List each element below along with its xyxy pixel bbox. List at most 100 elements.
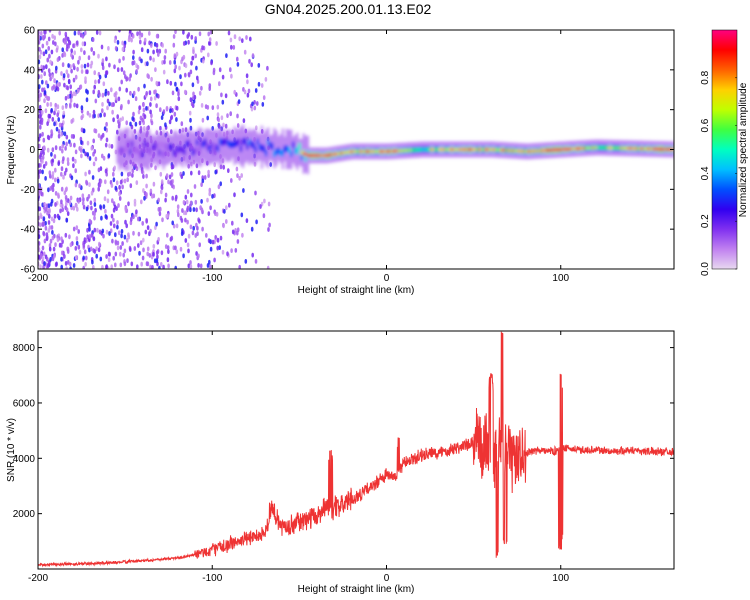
noise-speckle [46, 102, 49, 107]
noise-speckle [92, 50, 96, 56]
noise-speckle [116, 220, 119, 225]
noise-speckle [269, 162, 273, 167]
noise-speckle [80, 64, 84, 69]
ridge-core [373, 149, 376, 154]
noise-speckle [46, 134, 50, 140]
ridge-core [488, 147, 491, 152]
ridge-band [298, 143, 301, 150]
noise-speckle [113, 38, 117, 44]
noise-speckle [107, 90, 110, 96]
noise-speckle [216, 245, 219, 251]
noise-speckle [93, 113, 96, 119]
ridge-core [421, 147, 425, 152]
ridge-core [517, 149, 521, 153]
noise-speckle [101, 102, 104, 107]
noise-speckle [100, 215, 103, 221]
noise-speckle [42, 216, 46, 222]
noise-speckle [177, 96, 181, 102]
ridge-band [241, 138, 245, 145]
noise-speckle [173, 53, 177, 59]
ridge-band [250, 141, 253, 148]
noise-speckle [196, 75, 199, 81]
noise-speckle [120, 233, 123, 239]
noise-speckle [192, 207, 196, 212]
ridge-band [168, 143, 172, 150]
ridge-core [593, 146, 596, 150]
noise-speckle [138, 250, 141, 256]
noise-speckle [158, 48, 162, 54]
noise-speckle [108, 231, 111, 236]
noise-speckle [41, 169, 44, 175]
noise-speckle [84, 76, 87, 81]
noise-speckle [136, 64, 140, 70]
noise-speckle [264, 77, 268, 82]
noise-speckle [88, 234, 92, 239]
noise-speckle [190, 34, 194, 40]
noise-speckle [110, 264, 113, 269]
noise-speckle [149, 109, 152, 115]
noise-speckle [51, 171, 55, 176]
noise-speckle [132, 55, 135, 60]
noise-speckle [93, 211, 96, 217]
noise-speckle [60, 122, 64, 128]
noise-speckle [94, 156, 98, 162]
noise-speckle [189, 260, 192, 265]
noise-speckle [155, 250, 159, 256]
ridge-core [580, 146, 583, 150]
noise-speckle [251, 252, 254, 258]
noise-speckle [254, 259, 258, 264]
ridge-core [660, 147, 663, 151]
noise-speckle [125, 87, 128, 93]
noise-speckle [89, 200, 93, 206]
noise-speckle [231, 229, 235, 235]
noise-speckle [43, 261, 46, 266]
noise-speckle [120, 229, 124, 234]
noise-speckle [137, 86, 140, 92]
ridge-core [413, 148, 416, 152]
ridge-core [624, 146, 627, 150]
ridge-core [503, 148, 506, 152]
x-tick-label: 0 [384, 273, 390, 284]
ridge-band [129, 148, 132, 156]
x-tick-label: 100 [552, 273, 569, 284]
noise-speckle [38, 114, 41, 119]
ridge-core [379, 149, 383, 154]
ridge-core [666, 147, 669, 151]
ridge-band [271, 143, 274, 150]
noise-speckle [133, 198, 137, 204]
noise-speckle [112, 117, 115, 123]
noise-speckle [223, 209, 226, 214]
noise-speckle [114, 232, 117, 238]
noise-speckle [56, 237, 60, 243]
noise-speckle [131, 116, 134, 121]
ridge-core [377, 149, 381, 154]
ridge-band [189, 143, 192, 150]
noise-speckle [132, 60, 136, 65]
noise-speckle [118, 196, 122, 201]
noise-speckle [230, 178, 233, 183]
noise-speckle [43, 30, 46, 35]
noise-speckle [124, 206, 127, 212]
noise-speckle [244, 259, 248, 264]
noise-speckle [54, 145, 58, 151]
noise-speckle [173, 111, 177, 117]
noise-speckle [260, 83, 264, 88]
noise-speckle [149, 96, 153, 102]
ridge-core [467, 147, 471, 152]
noise-speckle [175, 249, 179, 255]
ridge-core [599, 146, 602, 150]
noise-speckle [116, 114, 119, 120]
noise-speckle [194, 199, 198, 205]
noise-speckle [80, 105, 84, 111]
ridge-core [432, 147, 435, 152]
noise-speckle [135, 69, 138, 74]
noise-speckle [218, 81, 221, 87]
noise-speckle [38, 254, 41, 260]
noise-speckle [241, 38, 244, 43]
noise-speckle [70, 52, 73, 58]
noise-speckle [94, 98, 98, 104]
noise-speckle [83, 63, 87, 69]
ridge-core [461, 147, 464, 152]
noise-speckle [231, 220, 234, 226]
ridge-halo [139, 128, 142, 171]
